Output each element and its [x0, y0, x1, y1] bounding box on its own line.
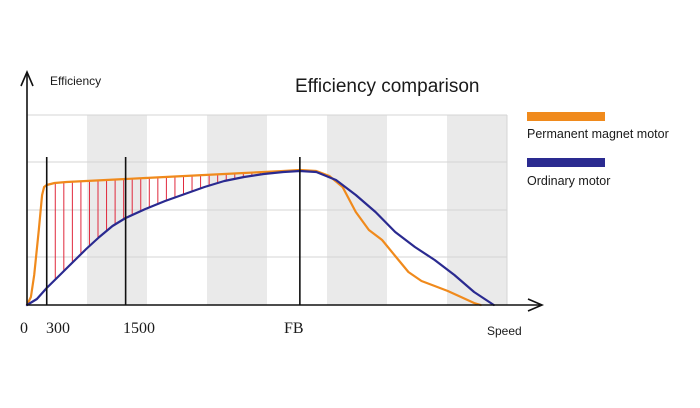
chart-title: Efficiency comparison [295, 76, 479, 97]
legend-label-ordinary: Ordinary motor [527, 174, 610, 188]
legend-swatch-pm [527, 112, 605, 121]
x-axis-arrow [527, 298, 545, 312]
y-axis-label: Efficiency [50, 74, 101, 88]
x-tick-label-fb: FB [284, 320, 304, 337]
series-line-permanent-magnet [25, 168, 482, 307]
x-tick-label-300: 300 [46, 320, 70, 337]
legend-swatch-ordinary [527, 158, 605, 167]
series-curves [25, 168, 495, 307]
marker-lines [45, 157, 301, 305]
x-tick-label-1500: 1500 [123, 320, 155, 337]
series-line-ordinary [25, 169, 495, 307]
y-axis-arrow [20, 69, 34, 87]
legend-label-pm: Permanent magnet motor [527, 127, 669, 141]
x-tick-label-0: 0 [20, 320, 28, 337]
x-axis-label: Speed [487, 324, 522, 338]
